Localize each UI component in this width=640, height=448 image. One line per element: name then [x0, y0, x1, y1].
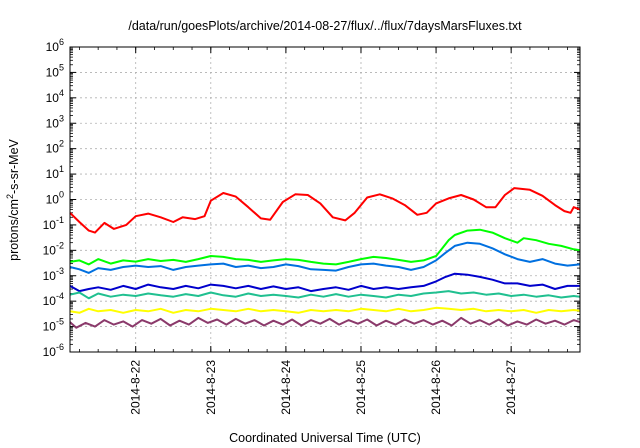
- y-tick-label: 101: [46, 164, 64, 181]
- y-tick-base: 10: [43, 345, 57, 359]
- y-tick-label: 10-2: [43, 240, 64, 257]
- y-tick-base: 10: [46, 142, 60, 156]
- y-tick-exponent: -4: [56, 291, 64, 301]
- y-tick-base: 10: [43, 243, 57, 257]
- series-line: [69, 187, 581, 234]
- y-tick-base: 10: [46, 91, 60, 105]
- x-tick-label: 2014-8-27: [504, 360, 518, 415]
- y-tick-label: 10-6: [43, 342, 64, 359]
- y-tick-base: 10: [46, 65, 60, 79]
- series-line: [69, 272, 580, 293]
- series-line: [69, 228, 581, 266]
- y-tick-exponent: 6: [59, 37, 64, 47]
- y-tick-label: 10-5: [43, 317, 64, 334]
- y-tick-label: 10-3: [43, 266, 64, 283]
- grid: [70, 46, 580, 353]
- y-tick-label: 104: [46, 88, 64, 105]
- chart-title: /data/run/goesPlots/archive/2014-08-27/f…: [128, 19, 522, 33]
- x-axis-label: Coordinated Universal Time (UTC): [229, 431, 421, 445]
- y-tick-label: 100: [46, 190, 64, 207]
- y-tick-base: 10: [43, 294, 57, 308]
- y-tick-base: 10: [46, 167, 60, 181]
- x-tick-label: 2014-8-24: [279, 360, 293, 415]
- y-axis-label: protons/cm2-s-sr-MeV: [5, 138, 21, 260]
- y-axis-label-sup: 2: [5, 194, 15, 199]
- y-tick-base: 10: [43, 320, 57, 334]
- series-line: [69, 316, 581, 329]
- y-tick-exponent: -2: [56, 240, 64, 250]
- y-tick-label: 102: [46, 139, 64, 156]
- series-layer: [69, 187, 581, 329]
- x-tick-label: 2014-8-22: [129, 360, 143, 415]
- y-tick-label: 103: [46, 113, 64, 130]
- y-tick-label: 10-4: [43, 291, 64, 308]
- y-tick-exponent: -5: [56, 317, 64, 327]
- x-tick-label: 2014-8-23: [204, 360, 218, 415]
- y-tick-base: 10: [46, 193, 60, 207]
- y-tick-base: 10: [43, 269, 57, 283]
- series-line: [69, 306, 581, 314]
- plot-frame: [69, 46, 581, 353]
- y-axis-label-prefix: protons/cm: [7, 199, 21, 261]
- y-tick-exponent: -6: [56, 342, 64, 352]
- series-line: [69, 241, 581, 274]
- y-tick-exponent: 5: [59, 62, 64, 72]
- y-tick-base: 10: [46, 40, 60, 54]
- y-tick-exponent: 0: [59, 190, 64, 200]
- y-tick-exponent: 3: [59, 113, 64, 123]
- series-line: [69, 290, 581, 300]
- x-tick-label: 2014-8-26: [429, 360, 443, 415]
- y-tick-base: 10: [43, 218, 57, 232]
- y-tick-exponent: 4: [59, 88, 64, 98]
- y-tick-exponent: 2: [59, 139, 64, 149]
- y-tick-exponent: -1: [56, 215, 64, 225]
- y-tick-labels: 10-610-510-410-310-210-11001011021031041…: [43, 37, 64, 359]
- y-tick-label: 10-1: [43, 215, 64, 232]
- y-axis-label-suffix: -s-sr-MeV: [7, 138, 21, 194]
- x-tick-labels: 2014-8-22 2014-8-23 2014-8-24 2014-8-25 2014…: [129, 360, 518, 415]
- y-tick-base: 10: [46, 116, 60, 130]
- x-tick-label: 2014-8-25: [354, 360, 368, 415]
- y-tick-label: 106: [46, 37, 64, 54]
- y-tick-exponent: 1: [59, 164, 64, 174]
- y-tick-label: 105: [46, 62, 64, 79]
- y-tick-exponent: -3: [56, 266, 64, 276]
